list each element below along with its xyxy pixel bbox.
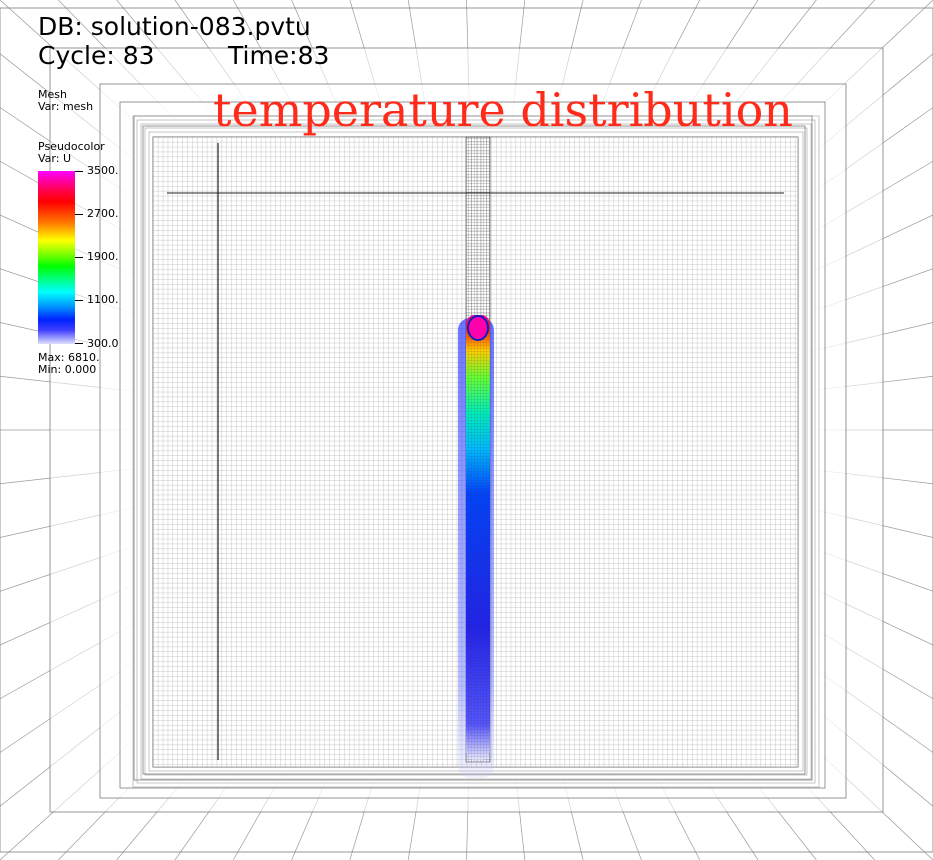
pseudocolor-legend-title: Pseudocolor [38,140,105,153]
color-scale-label: 1100. [87,293,119,306]
plume-hot-tip [467,315,489,341]
plume-mesh-overlay [466,315,490,760]
data-max-label: Max: 6810. [38,351,100,364]
time-label: Time:83 [228,41,330,70]
pseudocolor-legend-var: Var: U [38,152,71,165]
color-scale-tick [75,257,83,258]
mesh-legend-title: Mesh [38,88,67,101]
color-scale-label: 3500. [87,164,119,177]
mesh-ring [132,115,820,788]
color-scale-label: 1900. [87,250,119,263]
color-scale-tick [75,300,83,301]
cycle-label: Cycle: 83 [38,41,155,70]
color-scale-tick [75,214,83,215]
mesh-ring [140,123,812,780]
mesh-legend-var: Var: mesh [38,100,94,113]
mesh-ring [136,119,816,784]
color-scale-tick [75,171,83,172]
color-scale-label: 2700. [87,207,119,220]
color-scale-tick [75,343,83,344]
database-label: DB: solution-083.pvtu [38,12,311,41]
data-min-label: Min: 0.000 [38,363,97,376]
mesh-shell [0,7,933,853]
plot-title: temperature distribution [213,83,793,137]
color-scale-label: 300.0 [87,337,119,350]
color-scale-bar [38,171,75,344]
